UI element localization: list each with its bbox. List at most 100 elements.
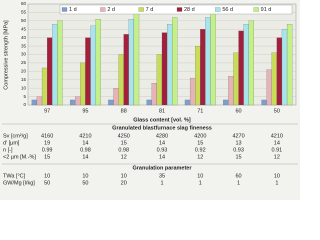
bar [41,67,48,106]
bar [210,12,216,106]
y-tick-label: 30 [21,52,27,57]
cell: 4210 [271,133,283,139]
cell: 0.91 [271,147,282,153]
cell: 60 [236,173,242,179]
cell: 12 [274,154,280,160]
y-tick-label: 50 [21,18,27,23]
cell: 1 [237,180,240,186]
section-title: Granulation parameter [133,165,193,171]
row-label: Sv [cm²/g] [3,133,28,139]
cell: 14 [159,154,165,160]
row-label: <2 µm [M.-%] [3,154,36,160]
bar [205,17,211,106]
bar [113,88,119,106]
legend-swatch [61,7,68,12]
cell: 14 [274,140,280,146]
bar [52,24,58,106]
cell: 15 [197,140,203,146]
cell: 19 [44,140,50,146]
bar [70,99,76,106]
row-label: TWa [°C] [3,173,26,179]
bar [167,24,173,106]
cell: 20 [121,180,127,186]
y-tick-label: 40 [21,35,27,40]
bar [276,37,283,106]
bar [195,45,201,106]
cell: 14 [159,140,165,146]
cell: 12 [197,154,203,160]
cell: 15 [236,154,242,160]
bar [36,96,43,106]
cell: 4250 [118,133,130,139]
cell: 0.92 [195,147,206,153]
y-tick-label: 45 [21,26,27,31]
x-axis-title: Glass content [vol. %] [133,117,191,123]
bar [118,54,124,106]
bar [80,62,86,106]
bar [189,77,196,106]
bar [200,29,206,106]
bar [233,52,239,106]
x-tick-label: 97 [44,108,50,114]
bar [108,99,114,106]
cell: 15 [121,140,127,146]
y-tick-label: 0 [23,102,26,107]
y-tick-label: 20 [21,69,27,74]
y-tick-label: 60 [21,1,27,6]
legend [59,4,293,15]
bar [47,37,53,106]
cell: 0.98 [118,147,129,153]
bar [266,69,272,106]
bar [228,76,234,106]
x-tick-label: 71 [197,108,203,114]
cell: 1 [275,180,278,186]
cell: 1 [160,180,163,186]
cell: 0.99 [42,147,53,153]
cell: 14 [82,140,88,146]
cell: 10 [121,173,127,179]
legend-label: 91 d [261,7,272,13]
legend-label: 28 d [184,7,195,13]
bar [261,99,267,106]
x-tick-label: 81 [159,108,165,114]
bar [90,25,96,106]
cell: 4160 [41,133,53,139]
bar [75,96,81,106]
bar [172,17,178,106]
y-tick-label: 25 [21,60,27,65]
bar [151,83,157,106]
legend-label: 56 d [222,7,233,13]
cell: 4200 [194,133,206,139]
x-tick-label: 50 [274,108,280,114]
cell: 14 [82,154,88,160]
bar [156,54,163,106]
cell: 10 [44,173,50,179]
cell: 4270 [232,133,244,139]
legend-label: 7 d [146,7,154,13]
row-label: d' [µm] [3,140,20,146]
bar [133,12,140,106]
bar [57,20,63,106]
y-axis-title: Compressive strength [MPa] [3,20,9,90]
cell: 10 [197,173,203,179]
bar [161,32,168,106]
bar [31,99,38,106]
cell: 10 [82,173,88,179]
legend-swatch [138,7,144,12]
cell: 15 [44,154,50,160]
legend-swatch [253,7,259,12]
cell: 0.93 [157,147,168,153]
cell: 50 [82,180,88,186]
bar [248,20,254,106]
legend-label: 1 d [69,7,77,13]
y-tick-label: 15 [21,77,27,82]
y-tick-label: 35 [21,43,27,48]
cell: 12 [121,154,127,160]
cell: 0.93 [233,147,244,153]
legend-swatch [215,7,221,12]
legend-swatch [100,7,106,12]
bar [271,52,277,106]
bar [281,29,288,106]
bar [238,30,244,106]
section-title: Granulated blastfurnace slag fineness [112,125,212,131]
